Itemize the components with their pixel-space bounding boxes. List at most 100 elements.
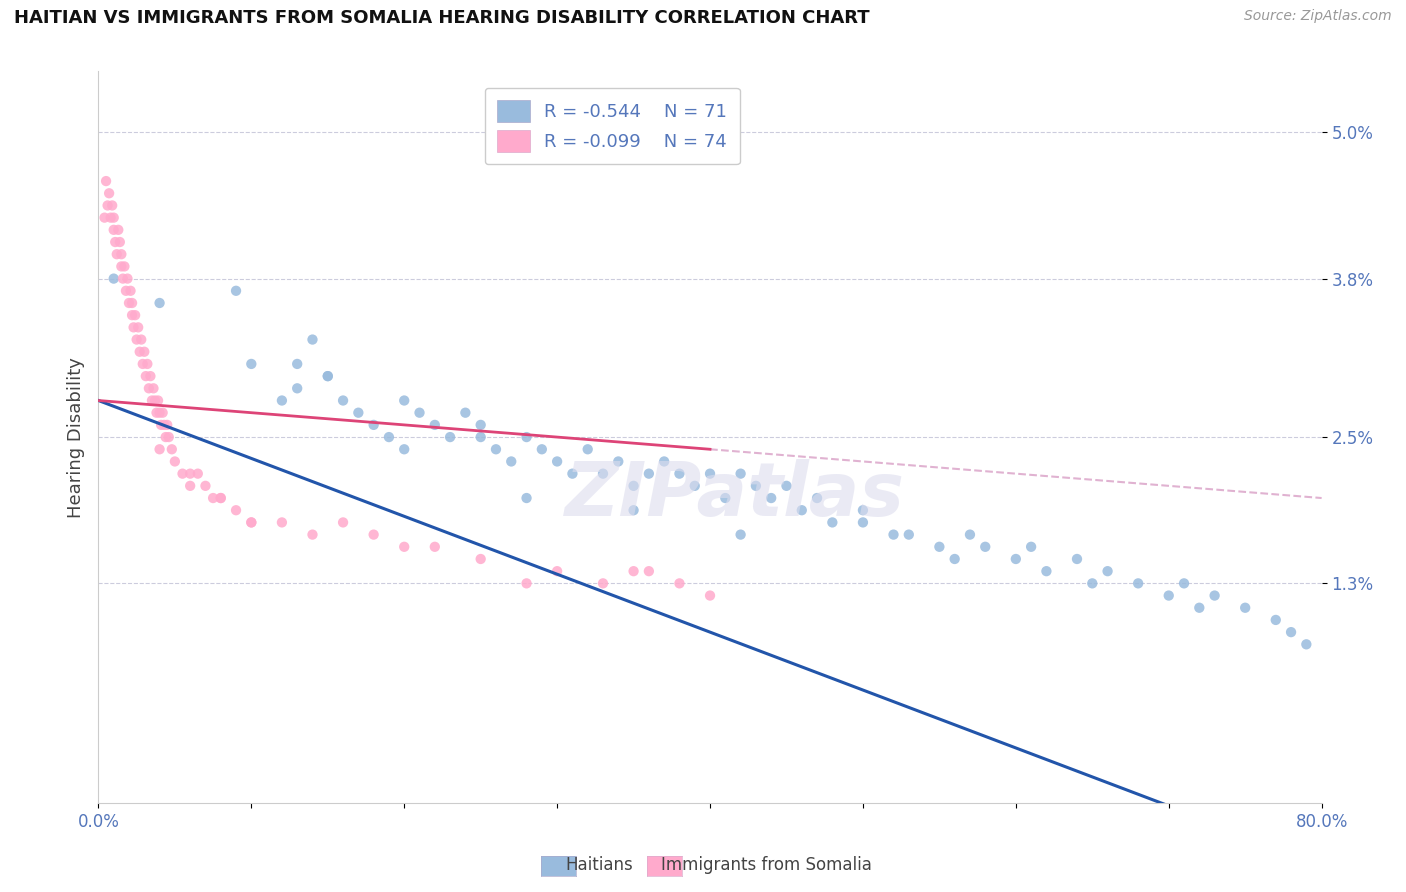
Point: [1128, 576, 1150, 591]
Point: [516, 491, 538, 505]
Point: [285, 381, 308, 395]
Point: [134, 344, 156, 359]
Point: [316, 369, 339, 384]
Point: [637, 564, 661, 578]
Point: [592, 576, 614, 591]
Point: [363, 527, 385, 541]
Point: [110, 247, 132, 261]
Point: [790, 503, 813, 517]
Point: [128, 344, 150, 359]
Point: [301, 333, 323, 347]
Point: [179, 479, 201, 493]
Point: [97, 198, 120, 212]
Point: [107, 223, 129, 237]
Point: [172, 467, 194, 481]
Point: [1264, 613, 1286, 627]
Point: [135, 369, 157, 384]
Point: [240, 357, 263, 371]
Point: [150, 417, 173, 432]
Point: [683, 479, 706, 493]
Point: [576, 442, 599, 457]
Point: [316, 369, 339, 384]
Point: [187, 467, 209, 481]
Point: [1204, 589, 1226, 603]
Point: [138, 381, 160, 395]
Point: [943, 552, 966, 566]
Point: [1019, 540, 1042, 554]
Point: [1157, 589, 1180, 603]
Point: [652, 454, 675, 468]
Point: [103, 211, 125, 225]
Point: [125, 333, 148, 347]
Point: [530, 442, 553, 457]
Point: [1004, 552, 1026, 566]
Point: [1279, 625, 1302, 640]
Text: Haitians: Haitians: [565, 856, 633, 874]
Point: [194, 479, 217, 493]
Point: [110, 260, 132, 274]
Point: [1188, 600, 1211, 615]
Point: [209, 491, 232, 505]
Point: [225, 503, 247, 517]
Text: Source: ZipAtlas.com: Source: ZipAtlas.com: [1244, 9, 1392, 23]
Point: [1081, 576, 1104, 591]
Point: [202, 491, 225, 505]
Point: [423, 540, 446, 554]
Point: [730, 527, 752, 541]
Legend: R = -0.544    N = 71, R = -0.099    N = 74: R = -0.544 N = 71, R = -0.099 N = 74: [485, 87, 740, 164]
Point: [143, 393, 166, 408]
Point: [156, 417, 179, 432]
Point: [775, 479, 797, 493]
Point: [270, 516, 292, 530]
Point: [806, 491, 828, 505]
Point: [149, 296, 172, 310]
Point: [127, 320, 149, 334]
Point: [121, 296, 143, 310]
Y-axis label: Hearing Disability: Hearing Disability: [66, 357, 84, 517]
Point: [332, 393, 354, 408]
Point: [592, 467, 614, 481]
Point: [392, 540, 416, 554]
Point: [454, 406, 477, 420]
Point: [93, 211, 115, 225]
Point: [301, 527, 323, 541]
Point: [103, 271, 125, 285]
Point: [852, 516, 875, 530]
Point: [959, 527, 981, 541]
Point: [699, 589, 721, 603]
Point: [240, 516, 263, 530]
Point: [163, 454, 186, 468]
Point: [439, 430, 461, 444]
Point: [153, 417, 176, 432]
Point: [132, 357, 155, 371]
Point: [470, 417, 492, 432]
Point: [117, 271, 139, 285]
Point: [142, 381, 165, 395]
Point: [928, 540, 950, 554]
Point: [470, 552, 492, 566]
Point: [821, 516, 844, 530]
Point: [745, 479, 768, 493]
Text: HAITIAN VS IMMIGRANTS FROM SOMALIA HEARING DISABILITY CORRELATION CHART: HAITIAN VS IMMIGRANTS FROM SOMALIA HEARI…: [14, 9, 870, 27]
Point: [623, 479, 645, 493]
Point: [1173, 576, 1195, 591]
Point: [623, 503, 645, 517]
Point: [883, 527, 905, 541]
Point: [759, 491, 782, 505]
Point: [141, 393, 163, 408]
Point: [1234, 600, 1257, 615]
Point: [136, 357, 159, 371]
Point: [423, 417, 446, 432]
Point: [118, 296, 141, 310]
Point: [485, 442, 508, 457]
Point: [146, 393, 169, 408]
Point: [149, 442, 172, 457]
Point: [139, 369, 162, 384]
Point: [120, 284, 142, 298]
Point: [1295, 637, 1317, 651]
Point: [730, 467, 752, 481]
Point: [157, 430, 180, 444]
Point: [105, 247, 128, 261]
Point: [623, 564, 645, 578]
Point: [103, 223, 125, 237]
